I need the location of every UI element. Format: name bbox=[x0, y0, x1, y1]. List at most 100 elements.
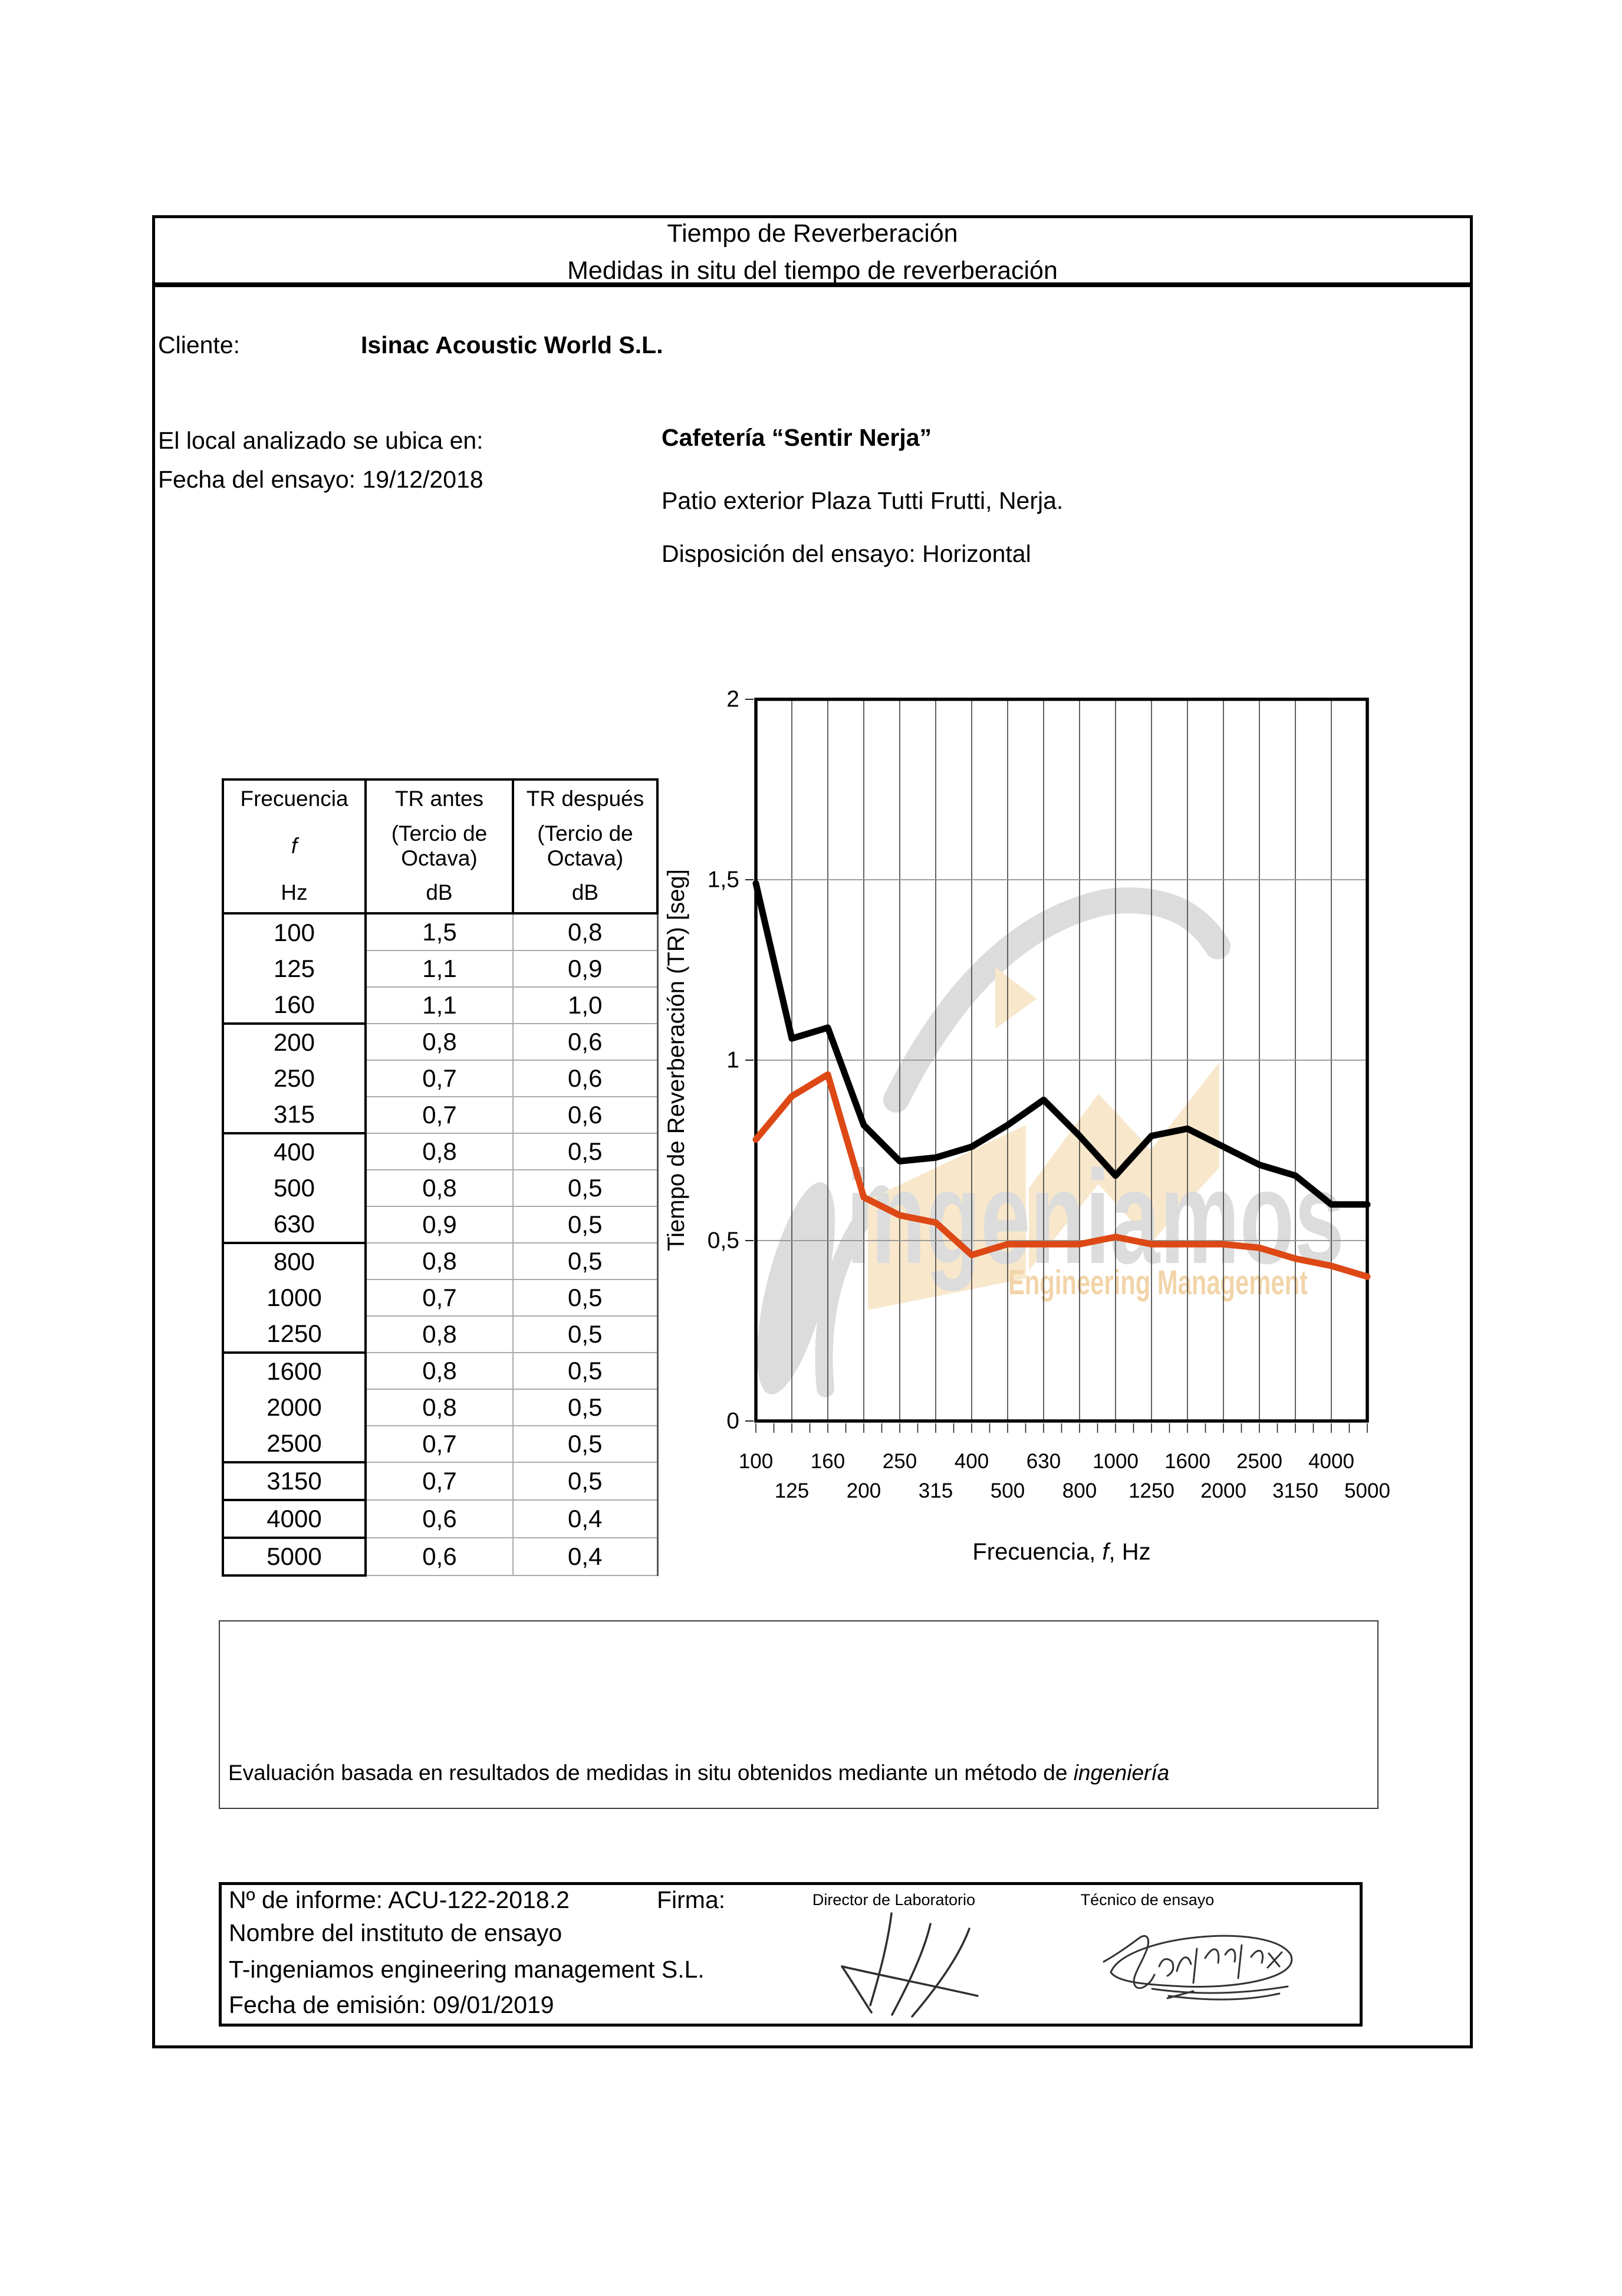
watermark-subtitle: Engineering Management bbox=[1008, 1264, 1308, 1302]
x-tick-label: 1250 bbox=[1129, 1479, 1174, 1502]
table-row: 2000 0,8 0,5 bbox=[222, 1389, 659, 1426]
signature-director bbox=[841, 1912, 979, 2018]
venue-name: Cafetería “Sentir Nerja” bbox=[662, 424, 932, 451]
test-date: Fecha del ensayo: 19/12/2018 bbox=[158, 466, 483, 493]
x-tick-label: 4000 bbox=[1308, 1450, 1354, 1473]
table-row: 250 0,7 0,6 bbox=[222, 1060, 659, 1097]
table-header-row: Frecuencia f Hz TR antes (Tercio de Octa… bbox=[222, 778, 659, 915]
cell-tr-despues: 0,5 bbox=[513, 1462, 659, 1501]
cell-tr-despues: 0,5 bbox=[513, 1170, 659, 1207]
cell-tr-antes: 0,6 bbox=[366, 1538, 514, 1576]
outer-border bbox=[152, 215, 1473, 2048]
emission-date: Fecha de emisión: 09/01/2019 bbox=[229, 1991, 554, 2018]
watermark-leaf-stroke-icon bbox=[815, 1185, 890, 1397]
client-name: Isinac Acoustic World S.L. bbox=[361, 331, 663, 358]
table-row: 315 0,7 0,6 bbox=[222, 1097, 659, 1134]
y-tick-label: 0 bbox=[726, 1409, 739, 1434]
location-label: El local analizado se ubica en: bbox=[158, 427, 483, 454]
cell-frequency: 400 bbox=[222, 1133, 367, 1170]
table-row: 2500 0,7 0,5 bbox=[222, 1426, 659, 1463]
x-tick-label: 1600 bbox=[1164, 1450, 1210, 1473]
header-tercio-1: (Tercio de bbox=[391, 821, 488, 846]
column-header-tr-despues: TR después (Tercio de Octava) dB bbox=[512, 778, 659, 915]
cell-frequency: 100 bbox=[222, 913, 367, 950]
header-tercio-2: (Tercio de bbox=[537, 821, 633, 846]
y-tick-label: 1,5 bbox=[708, 867, 739, 893]
cell-tr-despues: 0,5 bbox=[513, 1243, 659, 1280]
cell-frequency: 500 bbox=[222, 1170, 367, 1206]
cell-tr-despues: 0,4 bbox=[513, 1538, 659, 1576]
cell-frequency: 2500 bbox=[222, 1426, 367, 1463]
cell-frequency: 1000 bbox=[222, 1279, 367, 1316]
footer-box: Nº de informe: ACU-122-2018.2 Firma: Dir… bbox=[219, 1882, 1363, 2027]
cell-tr-despues: 0,6 bbox=[513, 1060, 659, 1097]
x-tick-label: 2000 bbox=[1200, 1479, 1246, 1502]
header-tr-despues: TR después bbox=[526, 787, 644, 811]
series-tr-despues-line bbox=[752, 1071, 1371, 1280]
evaluation-box: Evaluación basada en resultados de medid… bbox=[219, 1620, 1378, 1809]
table-row: 5000 0,6 0,4 bbox=[222, 1538, 659, 1577]
table-row: 1250 0,8 0,5 bbox=[222, 1316, 659, 1354]
institute-name: T-ingeniamos engineering management S.L. bbox=[229, 1956, 705, 1983]
header-tr-antes: TR antes bbox=[394, 787, 484, 811]
institute-label: Nombre del instituto de ensayo bbox=[229, 1919, 562, 1946]
y-axis-title: Tiempo de Reverberación (TR) [seg] bbox=[663, 869, 689, 1251]
venue-address: Patio exterior Plaza Tutti Frutti, Nerja… bbox=[662, 487, 1064, 514]
report-subtitle: Medidas in situ del tiempo de reverberac… bbox=[567, 256, 1058, 285]
report-number: Nº de informe: ACU-122-2018.2 bbox=[229, 1886, 570, 1913]
table-row: 200 0,8 0,6 bbox=[222, 1024, 659, 1061]
cell-tr-antes: 0,7 bbox=[366, 1060, 514, 1097]
evaluation-text-italic: ingeniería bbox=[1073, 1761, 1170, 1785]
cell-tr-antes: 1,5 bbox=[366, 913, 514, 951]
cell-tr-antes: 0,8 bbox=[366, 1243, 514, 1280]
cell-tr-despues: 0,8 bbox=[513, 913, 659, 951]
table-row: 400 0,8 0,5 bbox=[222, 1133, 659, 1170]
series-tr-antes-line bbox=[752, 880, 1371, 1208]
table-row: 1000 0,7 0,5 bbox=[222, 1279, 659, 1317]
cell-tr-despues: 0,5 bbox=[513, 1206, 659, 1244]
results-table: Frecuencia f Hz TR antes (Tercio de Octa… bbox=[222, 778, 659, 1577]
cell-tr-despues: 0,5 bbox=[513, 1426, 659, 1463]
cell-tr-despues: 0,4 bbox=[513, 1500, 659, 1538]
cell-tr-antes: 0,8 bbox=[366, 1133, 514, 1170]
header-octava-2: Octava) bbox=[547, 846, 624, 870]
cell-frequency: 630 bbox=[222, 1206, 367, 1244]
table-row: 800 0,8 0,5 bbox=[222, 1243, 659, 1280]
evaluation-text: Evaluación basada en resultados de medid… bbox=[228, 1761, 1169, 1785]
y-tick-label: 0,5 bbox=[708, 1228, 739, 1254]
cell-frequency: 1250 bbox=[222, 1316, 367, 1354]
cell-tr-antes: 1,1 bbox=[366, 950, 514, 988]
cell-tr-antes: 0,8 bbox=[366, 1024, 514, 1061]
tecnico-label: Técnico de ensayo bbox=[1080, 1891, 1215, 1909]
y-tick-label: 2 bbox=[726, 687, 739, 712]
cell-tr-antes: 0,9 bbox=[366, 1206, 514, 1244]
x-tick-label: 1000 bbox=[1093, 1450, 1139, 1473]
header-frecuencia: Frecuencia bbox=[240, 787, 348, 811]
cell-frequency: 125 bbox=[222, 950, 367, 987]
x-tick-label: 315 bbox=[919, 1479, 953, 1502]
x-tick-label: 100 bbox=[739, 1450, 773, 1473]
x-axis-title: Frecuencia, f, Hz bbox=[972, 1539, 1150, 1565]
cell-tr-antes: 0,8 bbox=[366, 1353, 514, 1390]
cell-tr-antes: 0,7 bbox=[366, 1462, 514, 1501]
report-title: Tiempo de Reverberación bbox=[667, 219, 958, 248]
signature-label: Firma: bbox=[657, 1886, 726, 1913]
watermark-swoosh-icon bbox=[883, 887, 1231, 1113]
cell-tr-despues: 1,0 bbox=[513, 987, 659, 1024]
x-tick-label: 3150 bbox=[1272, 1479, 1318, 1502]
cell-tr-despues: 0,6 bbox=[513, 1097, 659, 1134]
cell-tr-antes: 0,8 bbox=[366, 1389, 514, 1426]
cell-tr-antes: 0,8 bbox=[366, 1170, 514, 1207]
header-octava-1: Octava) bbox=[401, 846, 478, 870]
y-tick-label: 1 bbox=[726, 1048, 739, 1073]
cell-frequency: 250 bbox=[222, 1060, 367, 1097]
director-label: Director de Laboratorio bbox=[812, 1891, 976, 1909]
cell-tr-antes: 0,8 bbox=[366, 1316, 514, 1353]
x-tick-label: 400 bbox=[955, 1450, 989, 1473]
signature-tecnico bbox=[1103, 1935, 1293, 2001]
cell-tr-despues: 0,5 bbox=[513, 1316, 659, 1353]
table-row: 500 0,8 0,5 bbox=[222, 1170, 659, 1207]
cell-tr-antes: 1,1 bbox=[366, 987, 514, 1024]
